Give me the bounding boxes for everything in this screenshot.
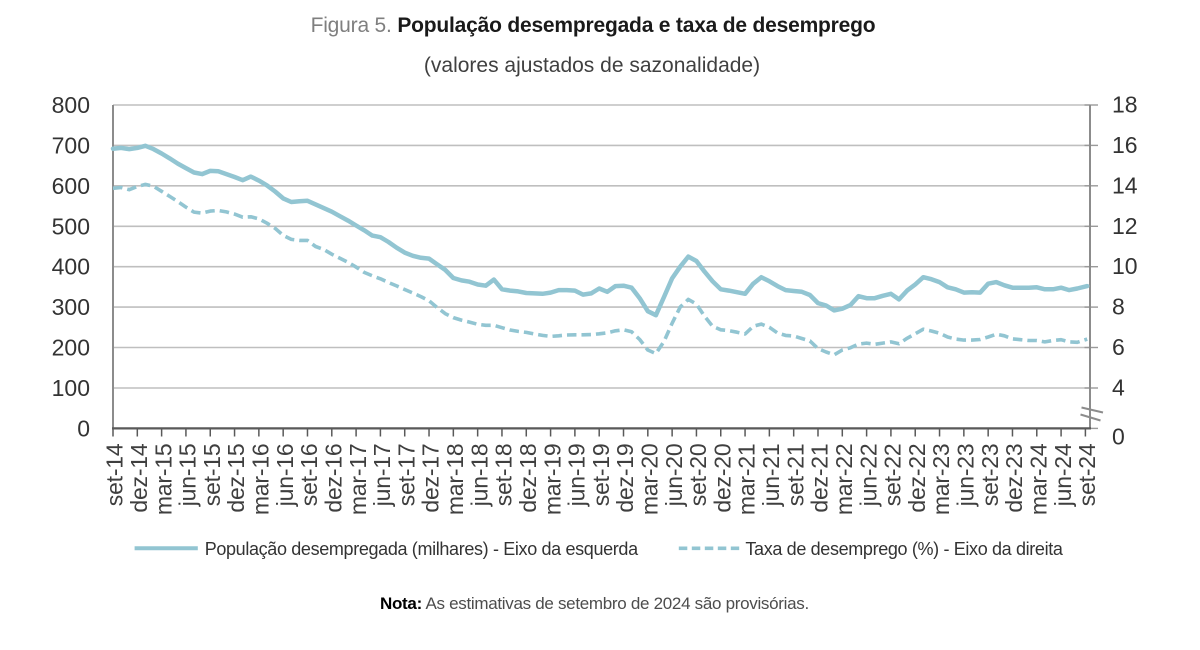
svg-text:jun-17: jun-17 bbox=[369, 444, 395, 508]
svg-text:jun-23: jun-23 bbox=[953, 444, 979, 508]
svg-text:set-19: set-19 bbox=[588, 444, 614, 507]
svg-text:0: 0 bbox=[1112, 424, 1125, 450]
svg-text:10: 10 bbox=[1112, 253, 1138, 279]
svg-text:dez-14: dez-14 bbox=[126, 443, 152, 513]
svg-text:mar-21: mar-21 bbox=[734, 444, 760, 516]
svg-text:16: 16 bbox=[1112, 132, 1138, 158]
svg-text:6: 6 bbox=[1112, 334, 1125, 360]
svg-text:set-21: set-21 bbox=[782, 444, 808, 507]
svg-text:set-17: set-17 bbox=[393, 444, 419, 507]
svg-text:mar-22: mar-22 bbox=[831, 444, 857, 516]
svg-text:jun-15: jun-15 bbox=[175, 444, 201, 508]
svg-text:dez-20: dez-20 bbox=[709, 444, 735, 513]
svg-text:4: 4 bbox=[1112, 375, 1125, 401]
svg-text:400: 400 bbox=[52, 254, 90, 280]
svg-text:12: 12 bbox=[1112, 213, 1138, 239]
svg-text:200: 200 bbox=[52, 335, 90, 361]
svg-text:Taxa de desemprego (%) - Eixo: Taxa de desemprego (%) - Eixo da direita bbox=[745, 539, 1064, 559]
svg-text:800: 800 bbox=[52, 92, 90, 118]
svg-text:mar-19: mar-19 bbox=[539, 444, 565, 516]
svg-text:mar-15: mar-15 bbox=[150, 444, 176, 516]
svg-text:jun-16: jun-16 bbox=[272, 444, 298, 508]
svg-text:(valores ajustados de sazonali: (valores ajustados de sazonalidade) bbox=[424, 54, 760, 77]
svg-text:set-14: set-14 bbox=[102, 443, 128, 506]
svg-text:dez-19: dez-19 bbox=[612, 444, 638, 513]
svg-text:dez-15: dez-15 bbox=[223, 444, 249, 513]
svg-text:dez-18: dez-18 bbox=[515, 444, 541, 513]
svg-text:jun-22: jun-22 bbox=[855, 444, 881, 508]
svg-text:jun-24: jun-24 bbox=[1050, 443, 1076, 507]
svg-text:set-15: set-15 bbox=[199, 444, 225, 507]
svg-text:mar-24: mar-24 bbox=[1025, 443, 1051, 515]
svg-text:700: 700 bbox=[52, 132, 90, 158]
svg-text:dez-17: dez-17 bbox=[418, 444, 444, 513]
svg-text:mar-23: mar-23 bbox=[928, 444, 954, 516]
svg-text:set-16: set-16 bbox=[296, 444, 322, 507]
svg-text:mar-20: mar-20 bbox=[636, 444, 662, 516]
svg-text:8: 8 bbox=[1112, 294, 1125, 320]
svg-text:mar-18: mar-18 bbox=[442, 444, 468, 516]
svg-text:dez-23: dez-23 bbox=[1001, 444, 1027, 513]
svg-text:mar-16: mar-16 bbox=[248, 444, 274, 516]
svg-text:300: 300 bbox=[52, 294, 90, 320]
svg-text:set-22: set-22 bbox=[880, 444, 906, 507]
svg-text:Nota: As estimativas de setemb: Nota: As estimativas de setembro de 2024… bbox=[380, 594, 809, 613]
svg-text:Figura 5. População desemprega: Figura 5. População desempregada e taxa … bbox=[311, 14, 876, 37]
svg-text:14: 14 bbox=[1112, 172, 1138, 198]
svg-text:jun-21: jun-21 bbox=[758, 444, 784, 508]
svg-text:População desempregada (milhar: População desempregada (milhares) - Eixo… bbox=[205, 539, 639, 559]
svg-text:600: 600 bbox=[52, 173, 90, 199]
svg-text:set-18: set-18 bbox=[491, 444, 517, 507]
svg-text:set-23: set-23 bbox=[977, 444, 1003, 507]
svg-text:100: 100 bbox=[52, 375, 90, 401]
svg-text:18: 18 bbox=[1112, 92, 1138, 118]
svg-text:500: 500 bbox=[52, 213, 90, 239]
svg-text:jun-19: jun-19 bbox=[564, 444, 590, 508]
svg-text:jun-20: jun-20 bbox=[661, 444, 687, 508]
svg-text:mar-17: mar-17 bbox=[345, 444, 371, 516]
svg-text:dez-16: dez-16 bbox=[320, 444, 346, 513]
svg-text:dez-22: dez-22 bbox=[904, 444, 930, 513]
svg-text:set-20: set-20 bbox=[685, 444, 711, 507]
svg-text:set-24: set-24 bbox=[1074, 443, 1100, 506]
svg-text:dez-21: dez-21 bbox=[807, 444, 833, 513]
svg-text:0: 0 bbox=[77, 415, 90, 441]
svg-text:jun-18: jun-18 bbox=[466, 444, 492, 508]
